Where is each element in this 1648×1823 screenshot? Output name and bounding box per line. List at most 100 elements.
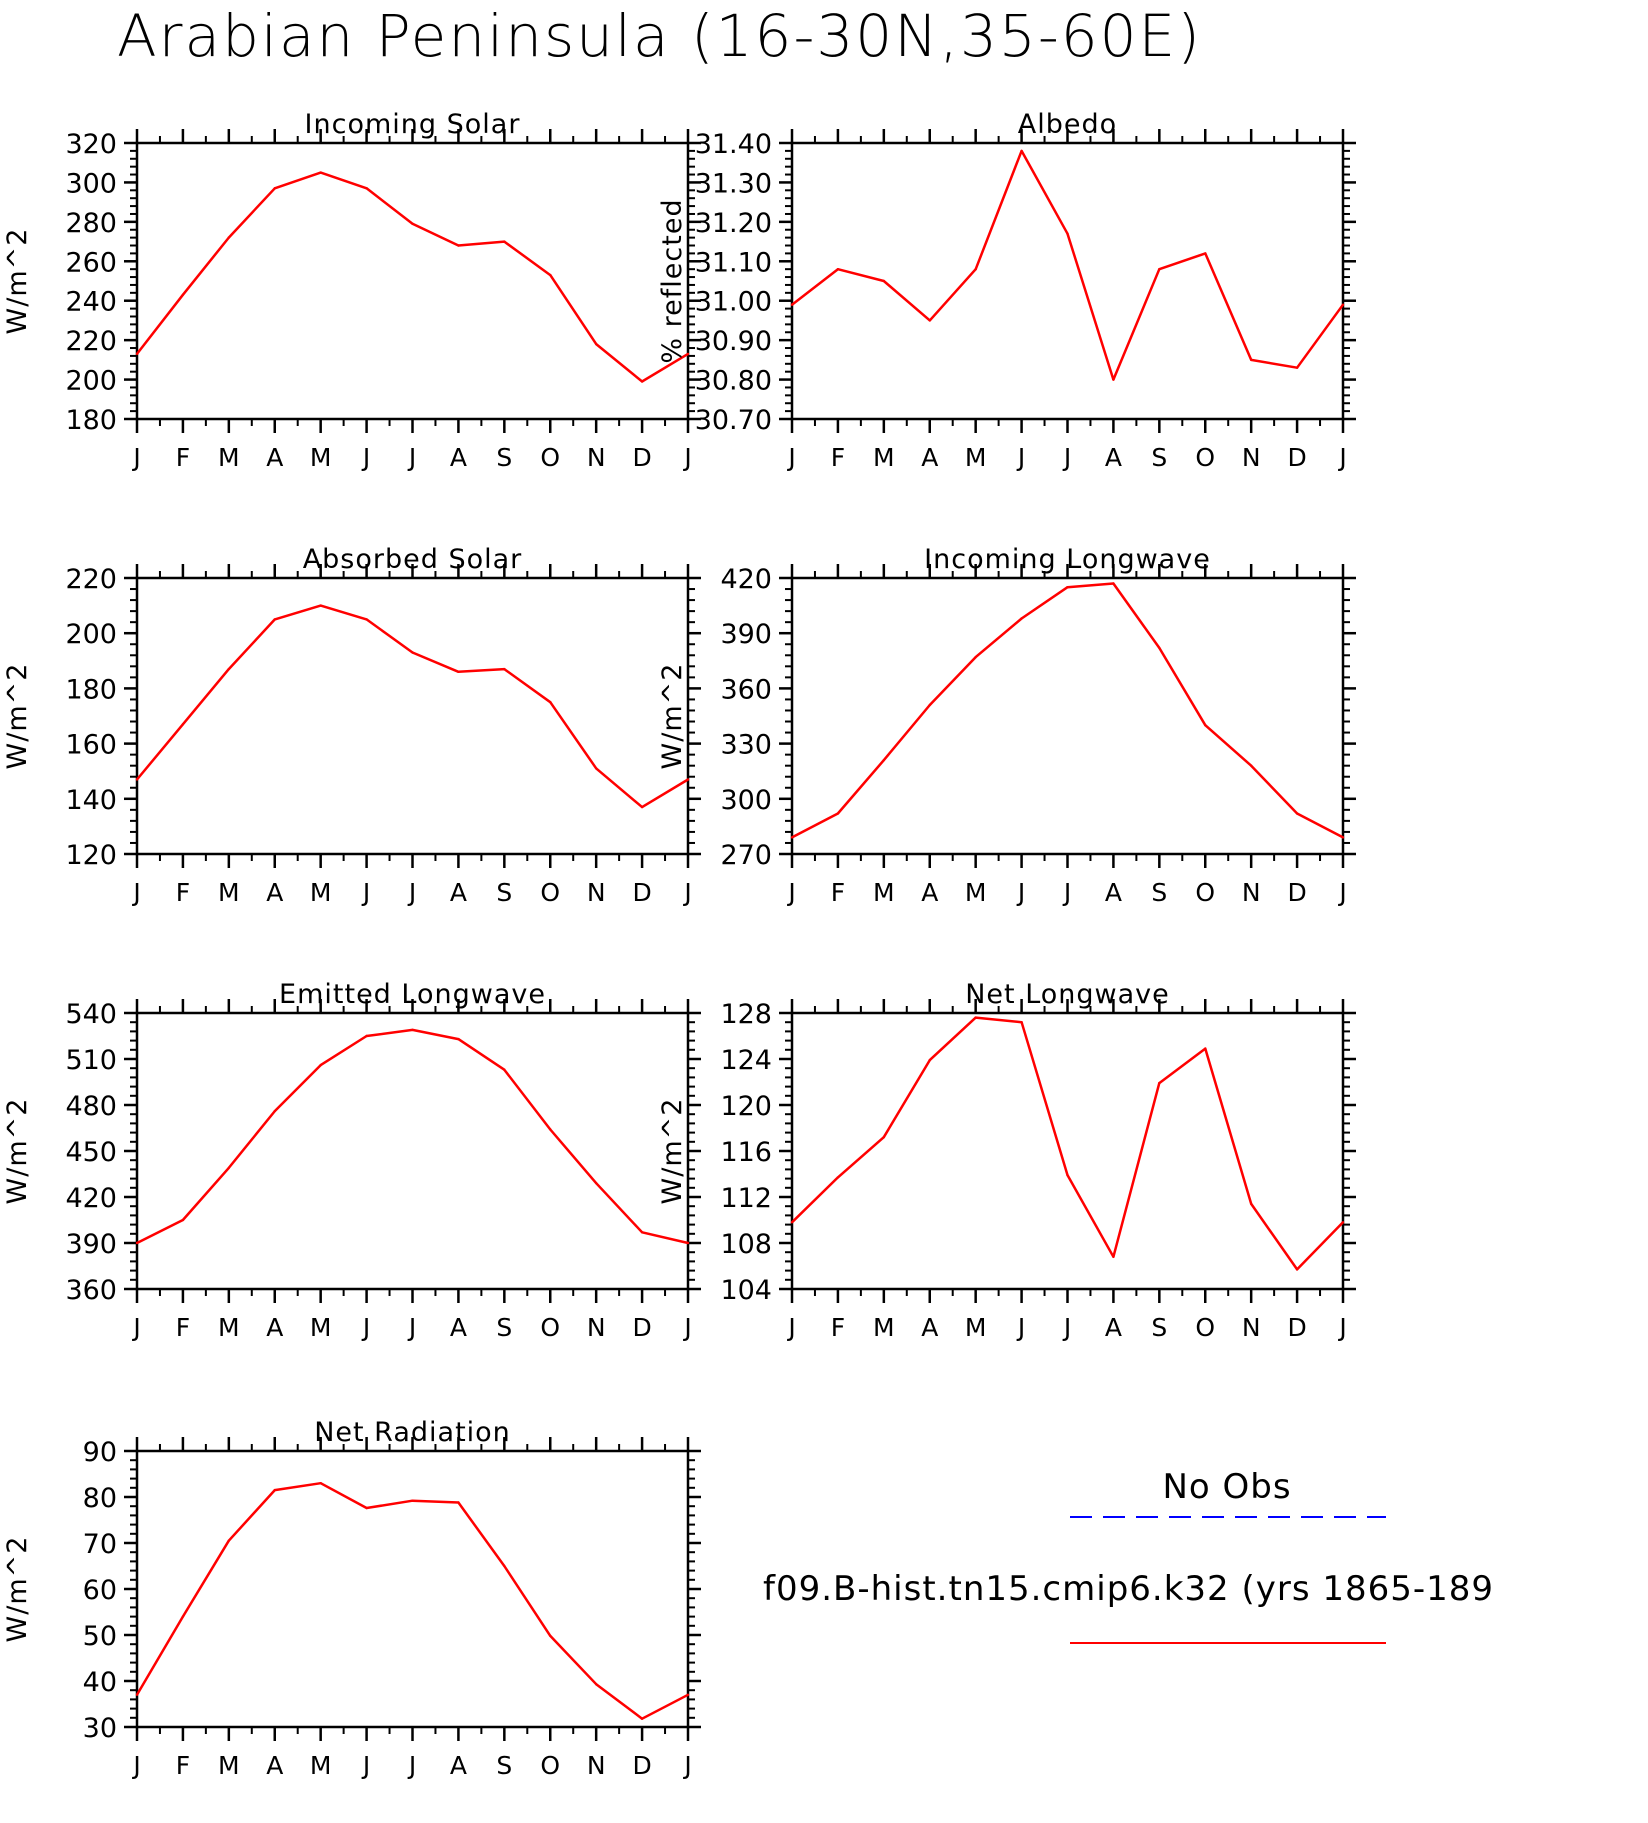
plot-frame [135, 141, 690, 421]
x-tick-label: M [218, 1751, 240, 1780]
y-tick-label: 128 [720, 999, 772, 1030]
data-point [319, 1063, 322, 1067]
x-tick-label: S [496, 1751, 512, 1780]
data-point [836, 1176, 840, 1179]
y-tick-label: 320 [65, 129, 117, 160]
data-point [319, 1482, 322, 1485]
y-tick-label: 116 [720, 1137, 772, 1168]
x-tick-label: N [587, 878, 606, 907]
x-tick-label: J [407, 443, 416, 472]
x-tick-label: M [310, 878, 332, 907]
x-tick-label: D [632, 1751, 651, 1780]
data-point [1341, 836, 1345, 839]
x-tick-label: A [266, 1751, 283, 1780]
y-tick-label: 510 [65, 1045, 117, 1076]
y-tick-label: 160 [65, 730, 117, 761]
data-point [928, 703, 931, 707]
data-point [836, 268, 840, 271]
x-tick-label: A [266, 443, 283, 472]
x-tick-label: J [131, 443, 140, 472]
x-tick-label: O [1195, 878, 1215, 907]
data-point [1158, 268, 1161, 271]
y-tick-label: 30 [83, 1713, 117, 1744]
data-point [1158, 1081, 1161, 1085]
x-tick-label: M [218, 1313, 240, 1342]
data-point [1066, 232, 1069, 235]
data-point [595, 767, 598, 770]
x-tick-label: N [587, 1751, 606, 1780]
x-tick-label: S [1151, 878, 1167, 907]
data-point [319, 171, 322, 174]
x-tick-label: J [407, 1751, 416, 1780]
y-tick-label: 270 [720, 840, 772, 871]
data-point [457, 670, 460, 673]
x-tick-label: J [682, 878, 691, 907]
series-line [136, 171, 689, 383]
y-tick-label: 104 [720, 1275, 772, 1306]
x-tick-label: F [831, 1313, 845, 1342]
y-tick-label: 450 [65, 1137, 117, 1168]
x-tick-label: J [682, 443, 691, 472]
x-tick-label: M [310, 1751, 332, 1780]
x-tick-label: N [587, 443, 606, 472]
y-tick-label: 80 [83, 1483, 117, 1514]
data-point [319, 604, 322, 607]
x-tick-label: J [786, 1313, 795, 1342]
x-tick-label: A [266, 1313, 283, 1342]
data-point [686, 1241, 690, 1245]
data-point [1250, 358, 1253, 362]
x-tick-label: J [1062, 1313, 1071, 1342]
x-tick-label: M [310, 1313, 332, 1342]
x-tick-label: J [1337, 1313, 1346, 1342]
x-tick-label: O [1195, 443, 1215, 472]
x-tick-label: M [965, 443, 987, 472]
data-point [1204, 724, 1207, 727]
y-axis-label: % reflected [657, 198, 688, 363]
y-tick-label: 240 [65, 287, 117, 318]
y-tick-label: 280 [65, 208, 117, 239]
plot-frame [790, 141, 1345, 421]
y-tick-label: 220 [65, 564, 117, 595]
legend-svg: No Obs f09.B-hist.tn15.cmip6.k32 (yrs 18… [763, 1467, 1493, 1644]
data-point [836, 812, 840, 815]
x-tick-label: J [682, 1313, 691, 1342]
x-tick-label: M [218, 878, 240, 907]
x-tick-label: J [361, 1313, 370, 1342]
data-point [227, 1539, 230, 1542]
y-tick-label: 60 [83, 1575, 117, 1606]
series-line [135, 1481, 689, 1720]
data-point [974, 268, 977, 271]
y-tick-label: 260 [65, 247, 117, 278]
data-point [640, 805, 644, 809]
y-tick-label: 30.80 [695, 366, 772, 397]
x-tick-label: J [786, 443, 795, 472]
x-tick-label: F [176, 1751, 190, 1780]
y-axis-label: W/m^2 [2, 663, 33, 770]
x-tick-label: D [632, 443, 651, 472]
data-point [549, 1128, 552, 1131]
data-point [1066, 1173, 1069, 1177]
x-tick-label: A [1105, 1313, 1122, 1342]
data-point [135, 1693, 139, 1696]
y-tick-label: 120 [720, 1091, 772, 1122]
y-tick-label: 300 [720, 785, 772, 816]
data-point [1295, 1268, 1299, 1271]
data-point [686, 778, 690, 781]
x-tick-label: J [1337, 443, 1346, 472]
data-point [1020, 1021, 1023, 1024]
data-point [686, 1693, 690, 1696]
data-point [457, 244, 460, 247]
y-tick-label: 480 [65, 1091, 117, 1122]
data-point [503, 1068, 506, 1071]
y-tick-label: 31.20 [695, 208, 772, 239]
x-tick-label: A [921, 878, 938, 907]
y-tick-label: 390 [65, 1229, 117, 1260]
data-point [1112, 1255, 1115, 1258]
x-tick-label: J [131, 878, 140, 907]
data-point [273, 1488, 276, 1492]
x-tick-label: J [361, 1751, 370, 1780]
data-point [1112, 582, 1115, 585]
